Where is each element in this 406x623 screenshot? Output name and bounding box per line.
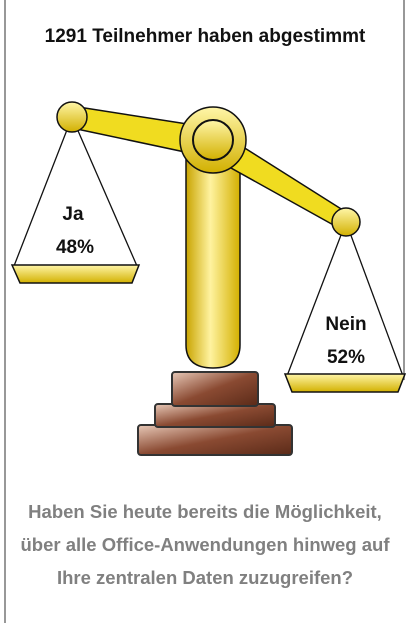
- option-percent: 48%: [30, 231, 120, 264]
- right-pan: [285, 374, 405, 392]
- page: {"title": "1291 Teilnehmer haben abgesti…: [0, 0, 406, 623]
- right-knob: [332, 208, 360, 236]
- base-top: [172, 372, 258, 406]
- question: Haben Sie heute bereits die Möglichkeit,…: [20, 495, 390, 594]
- base-middle: [155, 404, 275, 427]
- left-knob: [57, 102, 87, 132]
- title: 1291 Teilnehmer haben abgestimmt: [40, 20, 370, 54]
- base-bottom: [138, 425, 292, 455]
- option-label: Ja: [28, 198, 118, 231]
- column: [186, 150, 240, 368]
- pivot-inner: [193, 120, 233, 160]
- left-pan: [12, 265, 139, 283]
- option-label: Nein: [301, 308, 391, 341]
- option-percent: 52%: [301, 341, 391, 374]
